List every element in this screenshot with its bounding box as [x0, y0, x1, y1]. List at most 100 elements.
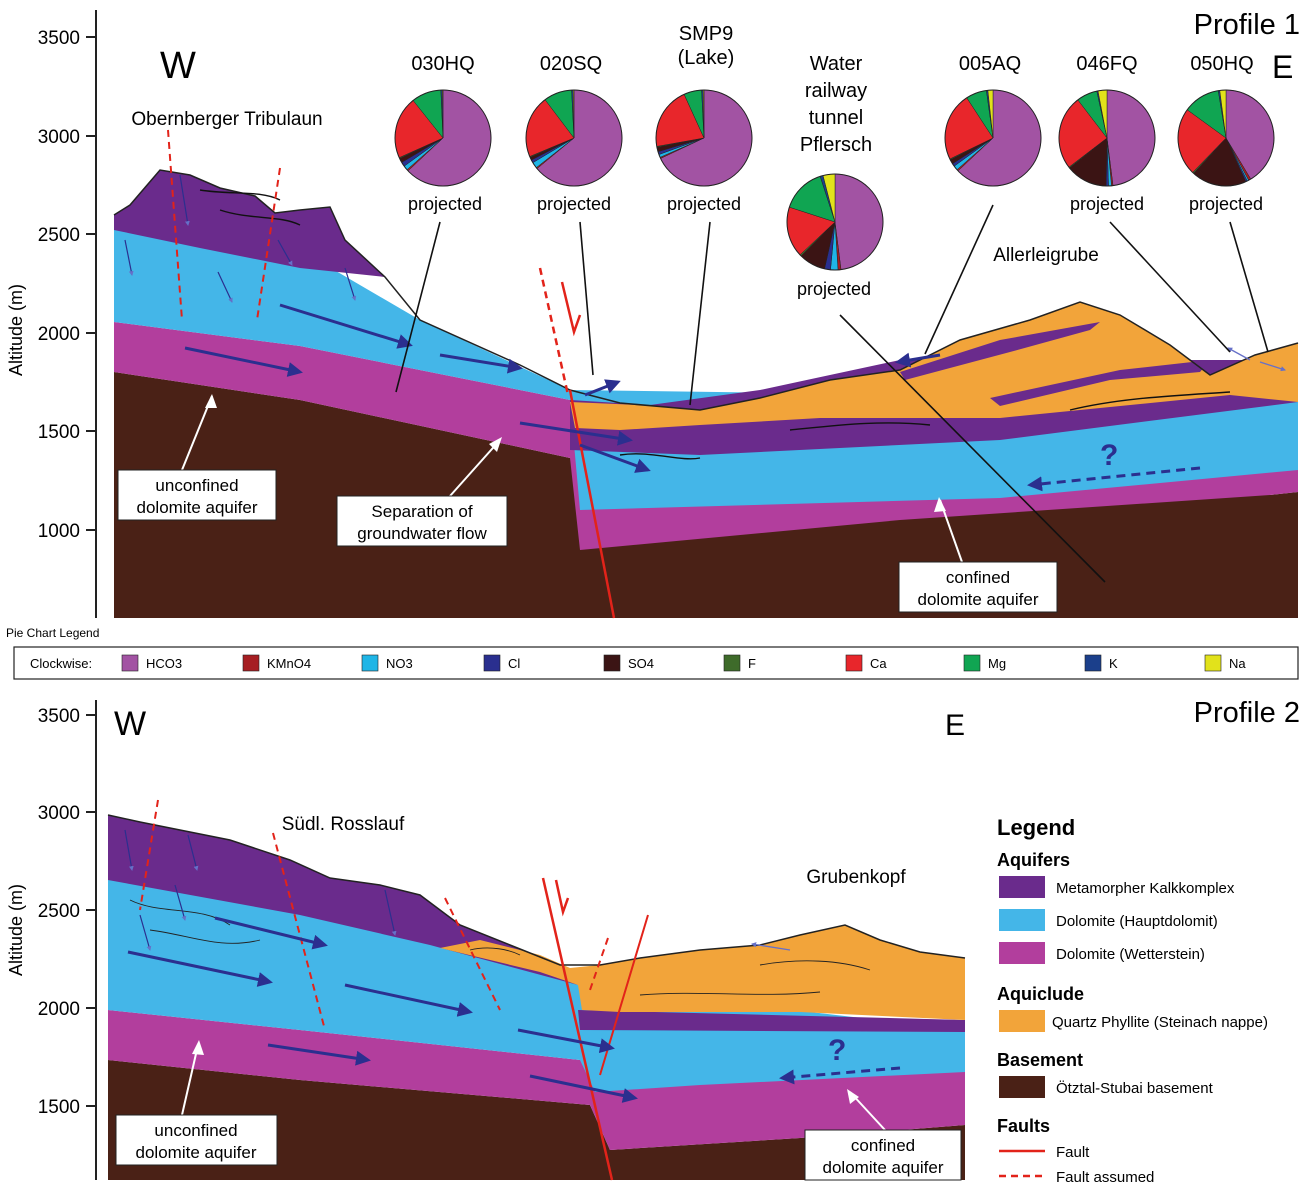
p1-callout-arrow: [181, 395, 213, 471]
p2-infiltration-arrow: [750, 942, 791, 951]
p2-callout-arrowhead: [192, 1040, 204, 1055]
pie-legend-frame: [13, 646, 1299, 680]
p1-fault: [568, 389, 616, 619]
p1-east-label: E: [1272, 49, 1293, 85]
legend-swatch-hauptdolomit: [999, 909, 1045, 931]
projected-label: projected: [1070, 194, 1144, 214]
callout-text: dolomite aquifer: [823, 1158, 944, 1177]
p1-callout-arrowhead: [489, 437, 502, 452]
p1-fault-slip-arrow: [560, 281, 582, 337]
sample-label: 020SQ: [540, 53, 602, 75]
p1-west-label: W: [160, 45, 196, 87]
p1-peak-label: Obernberger Tribulaun: [131, 109, 322, 130]
legend-item: Dolomite (Hauptdolomit): [1056, 913, 1218, 930]
p2-callout-arrowhead: [847, 1089, 859, 1104]
p1-contact-lines: [199, 189, 1231, 460]
pie-legend-swatch-no3: [361, 654, 379, 672]
p2-surface-line: [107, 814, 966, 966]
p2-question-mark: ?: [828, 1034, 846, 1067]
pie-slice-hco3: [1106, 89, 1156, 186]
sample-label: railway: [805, 80, 867, 102]
pie-legend-swatch-f: [723, 654, 741, 672]
sample-label: 030HQ: [411, 53, 474, 75]
pie-legend-label: KMnO4: [267, 656, 311, 671]
sample-label: Pflersch: [800, 134, 872, 156]
legend-heading: Aquifers: [997, 850, 1070, 870]
projected-label: projected: [1189, 194, 1263, 214]
callout-text: dolomite aquifer: [918, 590, 1039, 609]
p2-grubenkopf-label: Grubenkopf: [806, 867, 906, 888]
callout-text: dolomite aquifer: [137, 498, 258, 517]
p1-confined-box: [898, 561, 1058, 613]
legend-swatch-basement: [999, 1076, 1045, 1098]
pie-legend-label: SO4: [628, 656, 654, 671]
p1-callout-arrow: [449, 439, 501, 497]
p1-allerleigrube-label: Allerleigrube: [993, 245, 1099, 266]
tick-label: 1000: [38, 521, 80, 542]
profile-1-ticks: 3500 3000 2500 2000 1500 1000: [38, 28, 96, 542]
tick-label: 1500: [38, 1097, 80, 1118]
projected-label: projected: [537, 194, 611, 214]
profile-2-ticks: 3500 3000 2500 2000 1500: [38, 706, 96, 1118]
legend-heading: Basement: [997, 1050, 1083, 1070]
pie-slice-hco3: [834, 173, 884, 270]
tick-label: 3500: [38, 28, 80, 49]
pie-legend-swatch-na: [1204, 654, 1222, 672]
callout-text: confined: [946, 568, 1010, 587]
p2-fault-assumed: [589, 937, 609, 991]
p2-infiltration-arrows: [124, 829, 397, 951]
legend-item: Fault assumed: [1056, 1169, 1154, 1185]
profile-1-pie-charts: [394, 89, 1275, 271]
sample-label: (Lake): [678, 47, 735, 69]
p1-callout-arrowhead: [205, 394, 217, 408]
tick-label: 2500: [38, 901, 80, 922]
p2-fault-assumed: [444, 897, 501, 1011]
p1-fault-assumed: [538, 267, 570, 396]
callout-text: groundwater flow: [357, 524, 487, 543]
p2-fault-assumed: [272, 832, 326, 1031]
p2-east-label: E: [945, 709, 965, 742]
profile-2: 3500 3000 2500 2000 1500 Altitude (m): [6, 697, 1300, 1181]
p2-phyllite-layer: [440, 925, 965, 1020]
pie-legend-label: Ca: [870, 656, 887, 671]
pie-outline: [525, 89, 623, 187]
pie-legend-label: HCO3: [146, 656, 182, 671]
p2-contact-lines: [129, 899, 871, 996]
projected-label: projected: [408, 194, 482, 214]
callout-text: confined: [851, 1136, 915, 1155]
pie-outline: [786, 173, 884, 271]
pie-legend-label: F: [748, 656, 756, 671]
projected-label: projected: [667, 194, 741, 214]
legend-swatch-phyllite: [999, 1010, 1045, 1032]
p1-unconfined-box: [117, 469, 277, 521]
profile-2-y-label: Altitude (m): [6, 884, 26, 976]
p2-basement-layer: [108, 1060, 965, 1180]
profile-1: 3500 3000 2500 2000 1500 1000 Altitude (…: [6, 9, 1300, 619]
sample-label: 046FQ: [1076, 53, 1137, 75]
pie-legend-prefix: Clockwise:: [30, 656, 92, 671]
profile-1-y-label: Altitude (m): [6, 284, 26, 376]
sample-label: 005AQ: [959, 53, 1021, 75]
pie-legend-swatch-k: [1084, 654, 1102, 672]
p2-title: Profile 2: [1194, 697, 1300, 729]
tick-label: 1500: [38, 422, 80, 443]
pie-legend-label: Cl: [508, 656, 520, 671]
p2-wetterstein-layer: [108, 1010, 965, 1150]
sample-label: 050HQ: [1190, 53, 1253, 75]
callout-text: unconfined: [154, 1121, 237, 1140]
legend-title: Legend: [997, 815, 1075, 840]
pie-chart-legend: Pie Chart Legend Clockwise: HCO3 KMnO4 NO3…: [6, 626, 1299, 680]
p1-kalk-band: [900, 322, 1210, 406]
callout-text: Separation of: [371, 502, 472, 521]
p2-callout-arrow: [181, 1044, 199, 1116]
p1-leader-lines: [395, 204, 1269, 583]
pie-outline: [944, 89, 1042, 187]
p2-peak-label: Südl. Rosslauf: [282, 814, 405, 835]
sample-label: SMP9: [679, 23, 733, 45]
legend-heading: Faults: [997, 1116, 1050, 1136]
p2-fault-assumed: [139, 799, 159, 911]
pie-legend-title: Pie Chart Legend: [6, 626, 99, 640]
pie-legend-swatch-kmno4: [242, 654, 260, 672]
p2-fault-slip-arrow: [554, 879, 570, 917]
pie-outline: [1058, 89, 1156, 187]
